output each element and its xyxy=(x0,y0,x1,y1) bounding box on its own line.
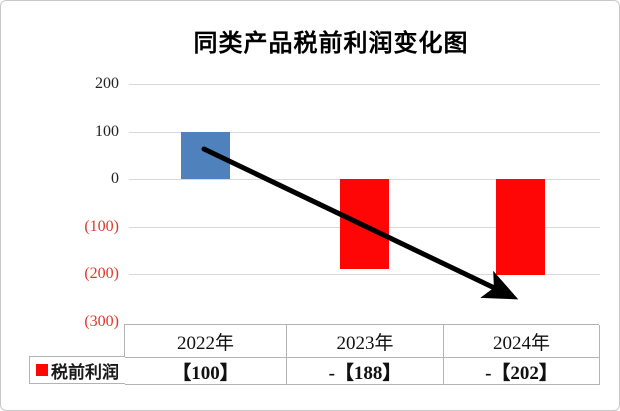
value-2023: -【188】 xyxy=(287,358,444,385)
y-tick-neg300: (300) xyxy=(84,313,119,330)
legend-series-label: 税前利润 xyxy=(51,362,119,382)
value-2024: -【202】 xyxy=(444,358,600,385)
column-header-2022: 2022年 xyxy=(125,325,287,358)
data-table: 2022年 2023年 2024年 【100】 -【188】 -【202】 xyxy=(124,324,600,385)
chart-title: 同类产品税前利润变化图 xyxy=(193,31,469,57)
plot-area xyxy=(129,84,600,322)
y-tick-100: 100 xyxy=(95,123,119,140)
bar-2022 xyxy=(181,131,230,180)
bar-2023 xyxy=(340,179,389,269)
gridline-200 xyxy=(129,84,600,85)
gridline-100 xyxy=(129,132,600,133)
column-header-2023: 2023年 xyxy=(287,325,444,358)
y-tick-neg200: (200) xyxy=(84,265,119,282)
y-tick-neg100: (100) xyxy=(84,218,119,235)
column-header-2024: 2024年 xyxy=(444,325,600,358)
legend-row-label: 税前利润 xyxy=(29,356,125,384)
y-tick-200: 200 xyxy=(95,75,119,92)
value-2022: 【100】 xyxy=(125,358,287,385)
y-tick-0: 0 xyxy=(111,170,119,187)
legend-square-icon xyxy=(36,364,48,376)
bar-2024 xyxy=(496,179,545,276)
